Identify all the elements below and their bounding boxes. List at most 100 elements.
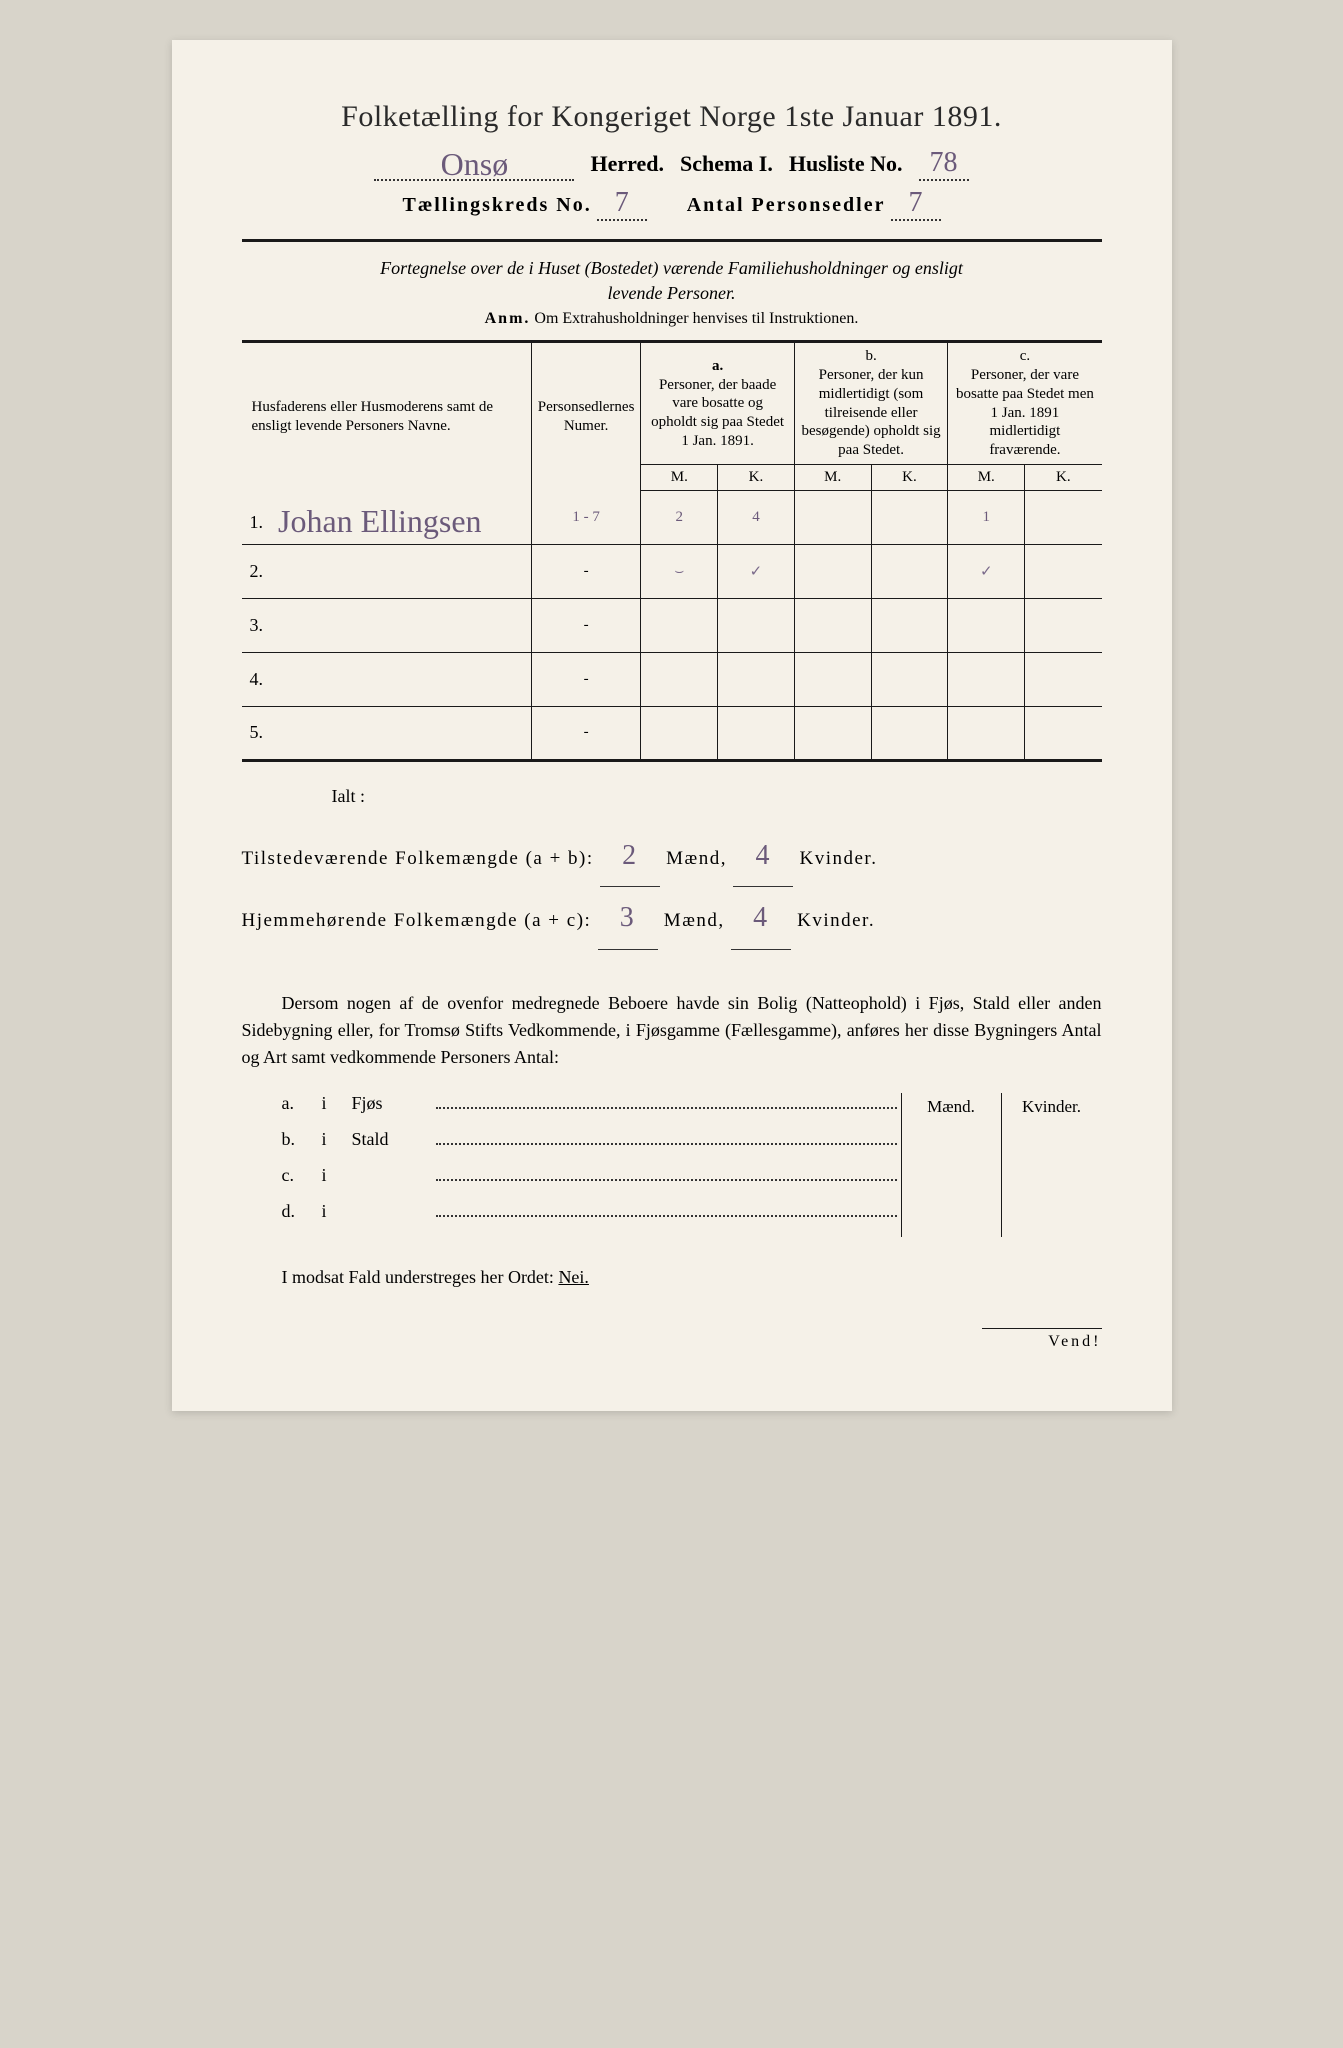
bldg-row-label: b. (282, 1129, 322, 1150)
subtitle-line1: Fortegnelse over de i Huset (Bostedet) v… (380, 258, 963, 278)
bldg-paragraph: Dersom nogen af de ovenfor medregnede Be… (242, 990, 1102, 1071)
totals-kvinder-2: Kvinder. (797, 910, 875, 931)
cell-name: 5. (242, 706, 532, 760)
divider-1 (242, 239, 1102, 242)
th-c-m: M. (948, 464, 1025, 490)
totals-block: Tilstedeværende Folkemængde (a + b): 2 M… (242, 825, 1102, 950)
vend-label: Vend! (982, 1328, 1102, 1351)
cell-name: 3. (242, 598, 532, 652)
cell-a-m: ⌣ (641, 544, 718, 598)
bldg-row-label: c. (282, 1165, 322, 1186)
row-name-value: Johan Ellingsen (278, 503, 482, 539)
th-a-m: M. (641, 464, 718, 490)
bldg-maend-col: Mænd. (902, 1093, 1002, 1237)
th-b-m: M. (794, 464, 871, 490)
cell-name: 4. (242, 652, 532, 706)
totals-line2-k-field: 4 (731, 887, 791, 950)
cell-c-k (1025, 490, 1102, 544)
footer-line: I modsat Fald understreges her Ordet: Ne… (242, 1267, 1102, 1288)
bldg-row: b.iStald (282, 1129, 901, 1165)
totals-line1-label: Tilstedeværende Folkemængde (a + b): (242, 848, 594, 869)
bldg-row: d.i (282, 1201, 901, 1237)
cell-b-k (871, 544, 948, 598)
cell-b-k (871, 490, 948, 544)
cell-c-m: 1 (948, 490, 1025, 544)
cell-a-k (718, 706, 795, 760)
row-number: 5. (250, 722, 274, 743)
th-a-k: K. (718, 464, 795, 490)
cell-b-m (794, 598, 871, 652)
th-b-label: b. (865, 348, 876, 364)
th-c-k: K. (1025, 464, 1102, 490)
totals-line2: Hjemmehørende Folkemængde (a + c): 3 Mæn… (242, 887, 1102, 950)
antal-wrap: Antal Personsedler 7 (687, 187, 941, 221)
table-body: 1. Johan Ellingsen1 - 72412. -⌣✓✓3. -4. … (242, 490, 1102, 760)
anm-text: Om Extrahusholdninger henvises til Instr… (534, 310, 858, 327)
cell-c-m (948, 652, 1025, 706)
totals-maend-2: Mænd, (664, 910, 725, 931)
cell-c-k (1025, 544, 1102, 598)
bldg-row-dots (436, 1215, 897, 1217)
bldg-row-i: i (322, 1129, 352, 1150)
antal-field: 7 (891, 187, 941, 221)
husliste-field: 78 (919, 147, 969, 181)
row-number: 4. (250, 669, 274, 690)
footer-text: I modsat Fald understreges her Ordet: (282, 1267, 554, 1287)
bldg-row: c.i (282, 1165, 901, 1201)
totals-line2-m: 3 (620, 902, 636, 933)
bldg-row-dots (436, 1179, 897, 1181)
totals-line1-m: 2 (622, 840, 638, 871)
cell-b-m (794, 706, 871, 760)
th-a: a. Personer, der baade vare bosatte og o… (641, 342, 794, 465)
row-number: 2. (250, 561, 274, 582)
bldg-row: a.iFjøs (282, 1093, 901, 1129)
footer-nei: Nei. (558, 1267, 589, 1287)
cell-a-k (718, 598, 795, 652)
table-row: 2. -⌣✓✓ (242, 544, 1102, 598)
bldg-row-name: Fjøs (352, 1093, 432, 1114)
bldg-row-name: Stald (352, 1129, 432, 1150)
totals-line1: Tilstedeværende Folkemængde (a + b): 2 M… (242, 825, 1102, 888)
kreds-label: Tællingskreds No. (403, 194, 592, 216)
cell-b-m (794, 490, 871, 544)
th-c-text: Personer, der vare bosatte paa Stedet me… (956, 367, 1094, 458)
bldg-mk-columns: Mænd. Kvinder. (901, 1093, 1102, 1237)
husliste-value: 78 (930, 147, 958, 178)
cell-c-k (1025, 598, 1102, 652)
cell-c-k (1025, 652, 1102, 706)
cell-num: - (531, 598, 641, 652)
bldg-row-dots (436, 1107, 897, 1109)
th-c: c. Personer, der vare bosatte paa Stedet… (948, 342, 1102, 465)
row-number: 1. (250, 512, 274, 533)
cell-c-k (1025, 706, 1102, 760)
cell-a-m (641, 706, 718, 760)
bldg-para-text: Dersom nogen af de ovenfor medregnede Be… (242, 993, 1102, 1067)
cell-b-k (871, 706, 948, 760)
antal-value: 7 (909, 187, 923, 218)
cell-num: - (531, 706, 641, 760)
cell-a-m (641, 598, 718, 652)
th-c-label: c. (1020, 348, 1030, 364)
antal-label: Antal Personsedler (687, 194, 886, 216)
totals-line2-label: Hjemmehørende Folkemængde (a + c): (242, 910, 592, 931)
th-b: b. Personer, der kun midlertidigt (som t… (794, 342, 948, 465)
table-header-row1: Husfaderens eller Husmoderens samt de en… (242, 342, 1102, 465)
ialt-label: Ialt : (332, 786, 1102, 807)
cell-a-k: 4 (718, 490, 795, 544)
cell-b-k (871, 652, 948, 706)
cell-name: 2. (242, 544, 532, 598)
page-title: Folketælling for Kongeriget Norge 1ste J… (242, 100, 1102, 134)
row-number: 3. (250, 615, 274, 636)
totals-line1-m-field: 2 (600, 825, 660, 888)
cell-b-m (794, 544, 871, 598)
totals-maend-1: Mænd, (666, 848, 727, 869)
totals-kvinder-1: Kvinder. (799, 848, 877, 869)
kreds-field: 7 (597, 187, 647, 221)
herred-value: Onsø (441, 146, 509, 182)
th-b-k: K. (871, 464, 948, 490)
th-a-text: Personer, der baade vare bosatte og opho… (651, 377, 784, 449)
totals-line1-k: 4 (755, 840, 771, 871)
cell-a-k (718, 652, 795, 706)
bldg-row-label: d. (282, 1201, 322, 1222)
bldg-list: a.iFjøsb.iStaldc.id.i (242, 1093, 901, 1237)
